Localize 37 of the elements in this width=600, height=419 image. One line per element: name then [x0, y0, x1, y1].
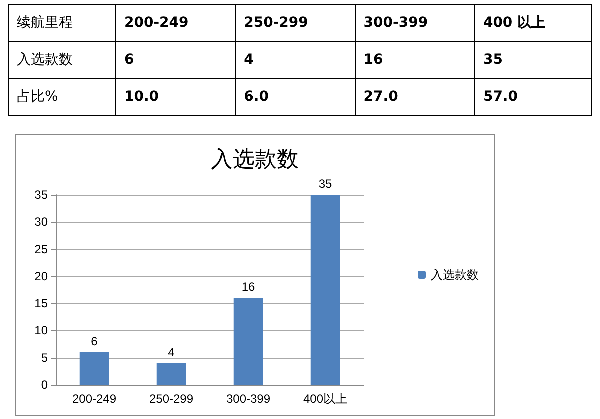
- y-tick-label: 15: [34, 296, 48, 311]
- category-label: 250-299: [236, 4, 356, 42]
- category-label: 400 以上: [474, 4, 592, 42]
- y-tick-label: 25: [34, 242, 48, 256]
- data-label: 27.0: [355, 78, 475, 116]
- x-tick-label: 200-249: [72, 392, 117, 406]
- category-label: 300-399: [355, 4, 475, 42]
- y-tick-label: 35: [34, 188, 48, 202]
- y-tick-label: 30: [34, 215, 48, 230]
- data-label: 16: [242, 280, 256, 294]
- text: 入选款数: [8, 42, 116, 78]
- chart-title: 入选款数: [211, 146, 299, 172]
- legend-label: 入选款数: [431, 268, 479, 282]
- data-label: 10.0: [116, 78, 236, 116]
- data-label: 6: [116, 42, 236, 78]
- y-tick-label: 5: [41, 350, 48, 365]
- y-tick-label: 0: [41, 378, 48, 392]
- bar: [80, 352, 110, 385]
- bar: [310, 195, 340, 385]
- data-label: 57.0: [474, 78, 592, 116]
- data-label: 6.0: [236, 78, 356, 116]
- data-label: 35: [474, 42, 592, 78]
- category-label: 200-249: [116, 4, 236, 42]
- y-tick-label: 10: [34, 324, 48, 338]
- data-label: 35: [318, 177, 332, 191]
- data-label: 16: [355, 42, 475, 78]
- x-tick-label: 300-399: [226, 392, 271, 406]
- y-tick-label: 20: [34, 269, 48, 284]
- bar: [156, 363, 186, 385]
- bar: [234, 298, 264, 385]
- x-tick-label: 400以上: [303, 392, 348, 406]
- x-tick-label: 250-299: [149, 392, 194, 406]
- data-label: 6: [91, 334, 98, 348]
- data-label: 4: [236, 42, 356, 78]
- text: 占比%: [8, 78, 116, 116]
- text: 续航里程: [8, 4, 116, 42]
- data-label: 4: [168, 345, 176, 360]
